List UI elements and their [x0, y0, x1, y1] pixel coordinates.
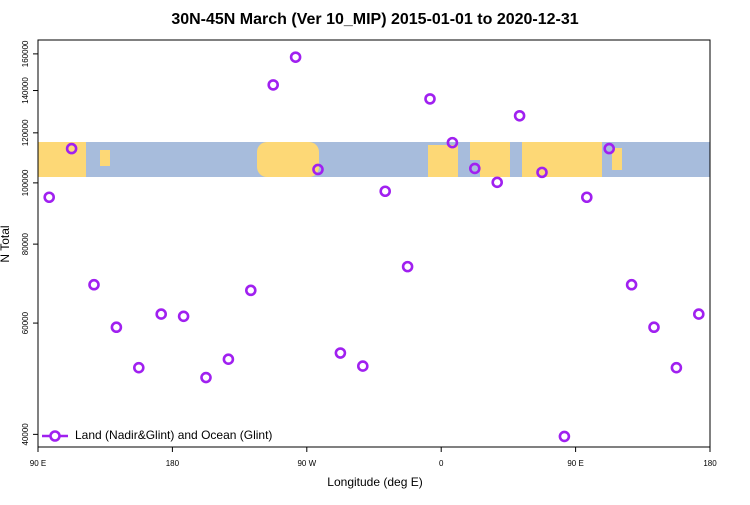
x-tick-label: 0 — [439, 459, 444, 468]
point — [468, 162, 481, 175]
point — [289, 51, 302, 63]
plot-frame — [37, 39, 711, 448]
point — [379, 185, 392, 198]
point — [222, 353, 235, 366]
point — [446, 136, 459, 149]
y-tick-label: 40000 — [21, 423, 30, 446]
point — [177, 310, 190, 323]
legend-label: Land (Nadir&Glint) and Ocean (Glint) — [75, 428, 272, 442]
point — [670, 361, 683, 374]
point — [334, 347, 347, 359]
point — [133, 361, 145, 374]
x-tick-label: 90 E — [567, 459, 583, 468]
point — [43, 191, 56, 204]
point — [625, 278, 638, 291]
x-tick-label: 90 W — [297, 459, 316, 468]
point — [401, 260, 414, 273]
point — [200, 371, 212, 384]
point — [513, 109, 526, 122]
point — [155, 308, 167, 320]
point — [110, 321, 123, 334]
point — [267, 79, 280, 91]
map-band — [38, 142, 710, 177]
y-tick-label: 60000 — [21, 311, 30, 334]
y-tick-label: 100000 — [21, 169, 30, 196]
x-tick-label: 180 — [166, 459, 180, 468]
point — [648, 321, 660, 334]
chart-title: 30N-45N March (Ver 10_MIP) 2015-01-01 to… — [171, 11, 578, 28]
point — [312, 163, 324, 176]
point — [580, 191, 593, 204]
point — [65, 142, 78, 155]
y-tick-label: 160000 — [21, 40, 30, 67]
point — [88, 278, 100, 291]
x-axis-label: Longitude (deg E) — [327, 475, 422, 489]
y-axis-label: N Total — [0, 225, 12, 262]
y-tick-label: 120000 — [21, 119, 30, 146]
point — [692, 308, 705, 320]
x-tick-label: 180 — [703, 459, 717, 468]
y-tick-label: 140000 — [21, 77, 30, 104]
point — [424, 93, 436, 105]
point — [245, 284, 257, 297]
legend-marker — [49, 430, 61, 442]
point — [558, 430, 571, 443]
y-tick-label: 80000 — [21, 232, 30, 255]
point — [603, 142, 616, 155]
point — [356, 360, 369, 372]
point — [536, 166, 548, 179]
point — [491, 176, 504, 189]
x-tick-label: 90 E — [30, 459, 46, 468]
